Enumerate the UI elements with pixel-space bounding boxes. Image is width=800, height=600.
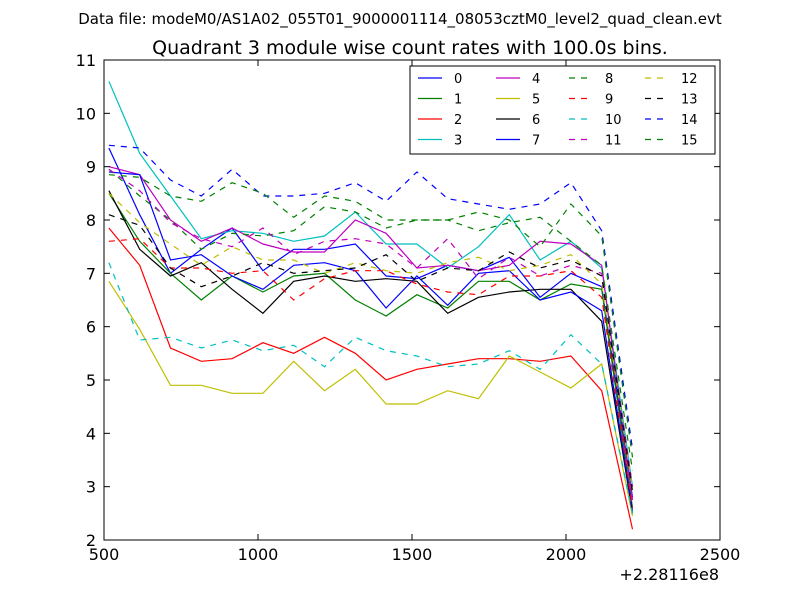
legend-label-1: 1 (454, 93, 462, 108)
series-line-1 (108, 192, 634, 509)
legend-label-12: 12 (681, 72, 698, 87)
series-line-11 (108, 168, 634, 487)
legend-label-7: 7 (532, 134, 540, 149)
legend-label-8: 8 (605, 72, 613, 87)
legend-label-15: 15 (681, 134, 698, 149)
series-line-4 (108, 166, 634, 501)
y-tick-label: 7 (86, 264, 96, 283)
legend-box (409, 65, 716, 155)
series-line-6 (108, 190, 634, 514)
series-layer (108, 81, 634, 530)
y-tick-label: 5 (86, 371, 96, 390)
legend-label-14: 14 (681, 113, 698, 128)
legend-label-6: 6 (532, 113, 540, 128)
y-tick-label: 2 (86, 531, 96, 550)
y-tick-label: 11 (76, 51, 96, 70)
y-tick-label: 3 (86, 478, 96, 497)
x-tick-label: 1000 (238, 545, 279, 564)
legend-label-13: 13 (681, 93, 698, 108)
legend-label-10: 10 (605, 113, 622, 128)
y-tick-label: 10 (76, 104, 96, 123)
legend-label-5: 5 (532, 93, 540, 108)
y-tick-label: 8 (86, 211, 96, 230)
series-line-8 (108, 168, 634, 471)
x-offset-label: +2.28116e8 (619, 565, 719, 584)
series-line-9 (108, 238, 634, 509)
x-tick-label: 2500 (700, 545, 741, 564)
series-line-14 (108, 144, 634, 450)
suptitle: Data file: modeM0/AS1A02_055T01_90000011… (78, 10, 722, 29)
legend-label-3: 3 (454, 134, 462, 149)
legend-label-9: 9 (605, 93, 613, 108)
legend-label-0: 0 (454, 72, 462, 87)
series-line-7 (108, 171, 634, 511)
x-tick-label: 1500 (392, 545, 433, 564)
series-line-13 (108, 214, 634, 493)
y-tick-label: 6 (86, 318, 96, 337)
y-tick-label: 4 (86, 424, 96, 443)
legend-label-11: 11 (605, 134, 622, 149)
series-line-15 (108, 174, 634, 458)
series-line-10 (108, 262, 634, 514)
x-tick-label: 500 (89, 545, 120, 564)
series-line-12 (108, 192, 634, 490)
series-line-2 (108, 227, 634, 530)
legend-label-2: 2 (454, 113, 462, 128)
series-line-5 (108, 280, 634, 517)
x-tick-label: 2000 (546, 545, 587, 564)
y-tick-label: 9 (86, 158, 96, 177)
series-line-3 (108, 81, 634, 487)
legend-label-4: 4 (532, 72, 540, 87)
chart-title: Quadrant 3 module wise count rates with … (152, 37, 668, 59)
series-line-0 (108, 147, 634, 498)
